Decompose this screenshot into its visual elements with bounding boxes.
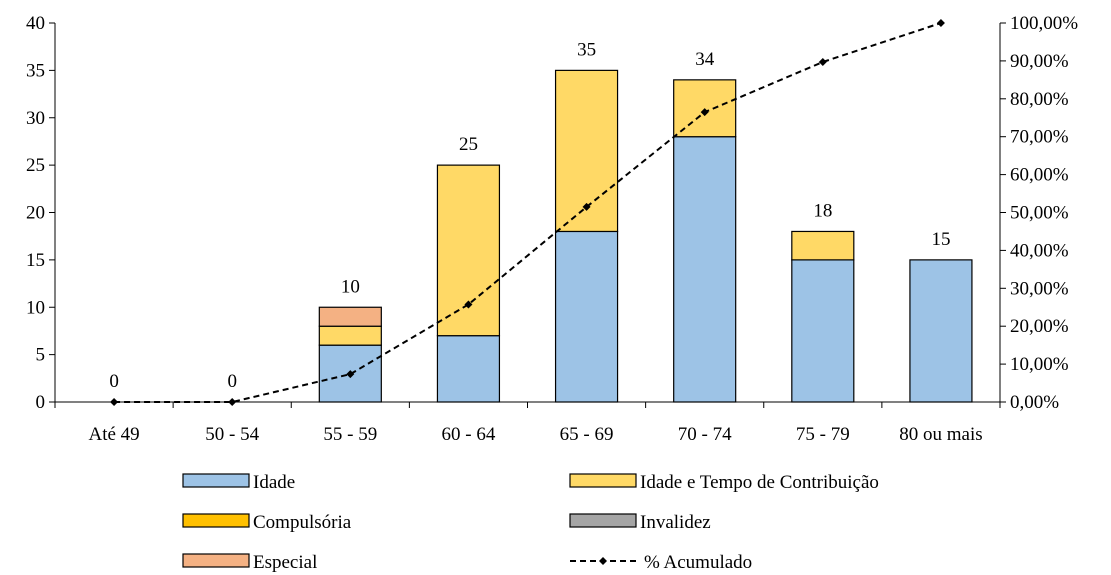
legend-label: Invalidez	[640, 512, 711, 533]
legend-swatch	[569, 473, 637, 488]
legend-swatch	[182, 553, 250, 568]
legend-label: Compulsória	[253, 512, 352, 533]
data-label: 0	[109, 371, 119, 392]
x-tick-label: 55 - 59	[323, 424, 377, 445]
y-tick-label: 5	[36, 345, 46, 366]
y-tick-label: 10	[26, 297, 45, 318]
y2-tick-label: 80,00%	[1010, 89, 1069, 110]
bar-segment	[436, 164, 501, 337]
legend-label: Idade	[253, 472, 295, 493]
y2-tick-label: 0,00%	[1010, 392, 1059, 413]
y2-tick-label: 100,00%	[1010, 13, 1078, 34]
bar-segment	[554, 230, 619, 403]
line-point	[700, 108, 709, 117]
data-label: 34	[695, 49, 715, 70]
data-label: 25	[459, 134, 478, 155]
bar-segment	[318, 306, 382, 327]
legend-label: Idade e Tempo de Contribuição	[640, 472, 879, 493]
line-point	[110, 398, 119, 406]
y-tick-label: 30	[26, 108, 45, 129]
y2-tick-label: 20,00%	[1010, 316, 1069, 337]
x-tick-label: Até 49	[88, 424, 139, 445]
line-point	[582, 202, 591, 211]
data-label: 0	[227, 371, 237, 392]
y-tick-label: 25	[26, 155, 45, 176]
data-label: 15	[931, 229, 950, 250]
y2-tick-label: 50,00%	[1010, 203, 1069, 224]
line-point	[228, 398, 237, 406]
x-tick-label: 50 - 54	[205, 424, 259, 445]
y-tick-label: 40	[26, 13, 45, 34]
bar-segment	[318, 325, 382, 346]
y-tick-label: 0	[36, 392, 46, 413]
line-point	[346, 370, 355, 379]
data-label: 35	[577, 39, 596, 60]
y2-tick-label: 30,00%	[1010, 278, 1069, 299]
y-tick-label: 20	[26, 203, 45, 224]
y2-tick-label: 60,00%	[1010, 165, 1069, 186]
bar-segment	[436, 335, 501, 403]
y2-tick-label: 90,00%	[1010, 51, 1069, 72]
x-tick-label: 60 - 64	[442, 424, 496, 445]
bar-segment	[791, 259, 855, 403]
y2-tick-label: 70,00%	[1010, 127, 1069, 148]
x-tick-label: 80 ou mais	[899, 424, 982, 445]
legend-label: Especial	[253, 552, 317, 573]
legend-swatch	[182, 473, 250, 488]
x-tick-label: 70 - 74	[678, 424, 732, 445]
y2-tick-label: 10,00%	[1010, 354, 1069, 375]
line-point	[936, 19, 945, 27]
y-tick-label: 15	[26, 250, 45, 271]
legend-label: % Acumulado	[644, 552, 752, 573]
y2-tick-label: 40,00%	[1010, 240, 1069, 261]
line-point	[818, 57, 827, 66]
legend-line-marker	[599, 557, 607, 565]
bar-segment	[791, 230, 855, 261]
x-tick-label: 75 - 79	[796, 424, 850, 445]
data-label: 10	[341, 276, 360, 297]
legend-swatch	[182, 513, 250, 528]
line-series	[114, 22, 942, 403]
y-tick-label: 35	[26, 60, 45, 81]
bar-segment	[673, 136, 737, 403]
data-label: 18	[813, 200, 832, 221]
legend-swatch	[569, 513, 637, 528]
x-tick-label: 65 - 69	[560, 424, 614, 445]
bar-segment	[909, 259, 973, 403]
line-point	[464, 300, 473, 309]
